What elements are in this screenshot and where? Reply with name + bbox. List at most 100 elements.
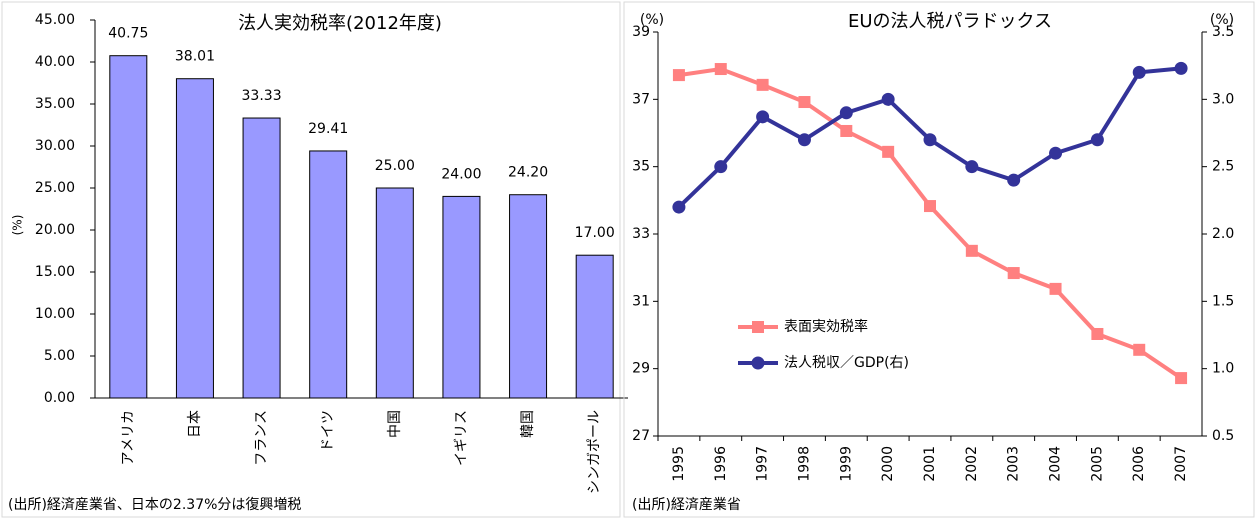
value-label: 33.33 [242, 88, 282, 104]
y-tick-label: 0.00 [44, 390, 75, 406]
marker [1174, 61, 1188, 75]
y-tick-label: 29 [632, 361, 650, 377]
x-tick-label: 2004 [1048, 446, 1064, 482]
value-label: 24.20 [508, 165, 548, 181]
bar [175, 78, 214, 399]
marker [798, 96, 811, 109]
x-tick-label: 2001 [922, 446, 938, 482]
value-label: 38.01 [175, 49, 215, 65]
x-tick-label: 1997 [755, 446, 771, 482]
x-tick-label: フランス [254, 410, 270, 466]
marker [965, 160, 979, 174]
y-axis-label: (%) [11, 215, 25, 236]
marker [839, 106, 853, 120]
x-tick-label: イギリス [453, 410, 469, 466]
marker [965, 244, 978, 257]
x-tick-label: シンガポール [587, 410, 603, 494]
value-label: 17.00 [575, 225, 615, 241]
value-label: 40.75 [108, 26, 148, 42]
bar [109, 55, 148, 399]
marker [1007, 267, 1020, 280]
y2-tick-label: 3.0 [1212, 91, 1234, 107]
value-label: 29.41 [308, 121, 348, 137]
marker [797, 133, 811, 147]
y-tick-label: 20.00 [35, 222, 75, 238]
marker [714, 63, 727, 76]
x-tick-label: 2000 [880, 446, 896, 482]
chart-frame [623, 1, 1255, 518]
chart-title: EUの法人税パラドックス [848, 11, 1052, 32]
y2-tick-label: 2.5 [1212, 159, 1234, 175]
bar [509, 194, 548, 399]
source-note: (出所)経済産業省 [632, 497, 741, 513]
x-tick-label: 2002 [964, 446, 980, 482]
marker [924, 200, 936, 213]
y-tick-label: 35.00 [35, 96, 75, 112]
value-label: 25.00 [375, 158, 415, 174]
y2-tick-label: 2.0 [1212, 226, 1234, 242]
marker [1049, 146, 1063, 160]
legend-label: 表面実効税率 [784, 318, 868, 335]
y-tick-label: 45.00 [35, 12, 75, 28]
y-tick-label: 37 [632, 91, 650, 107]
x-tick-label: 日本 [187, 410, 203, 438]
legend-marker [752, 321, 764, 333]
bar [375, 187, 414, 399]
y2-tick-label: 1.5 [1212, 293, 1234, 309]
x-tick-label: 中国 [387, 410, 403, 438]
y-tick-label: 27 [632, 428, 650, 444]
y-tick-label: 31 [632, 293, 650, 309]
legend-label: 法人税収／GDP(右) [784, 355, 909, 371]
y-tick-label: 5.00 [44, 348, 75, 364]
marker [714, 160, 728, 174]
x-tick-label: アメリカ [120, 410, 136, 465]
y2-axis-label: (%) [1210, 12, 1234, 28]
marker [1090, 133, 1104, 147]
marker [882, 145, 895, 158]
marker [1132, 65, 1146, 79]
y2-tick-label: 3.5 [1212, 24, 1234, 40]
bar [242, 117, 281, 399]
marker [756, 78, 769, 91]
marker [1133, 343, 1146, 356]
marker [1049, 282, 1062, 295]
marker [881, 92, 895, 106]
x-tick-label: 1996 [713, 446, 729, 482]
x-tick-label: ドイツ [320, 410, 336, 452]
bar [309, 150, 348, 399]
y-tick-label: 10.00 [35, 306, 75, 322]
x-tick-label: 2006 [1131, 446, 1147, 482]
y2-tick-label: 1.0 [1212, 361, 1234, 377]
bar [442, 195, 481, 399]
x-tick-label: 韓国 [520, 410, 536, 438]
chart-title: 法人実効税率(2012年度) [238, 13, 442, 34]
x-tick-label: 2007 [1173, 446, 1189, 482]
source-note: (出所)経済産業省、日本の2.37%分は復興増税 [8, 496, 301, 513]
x-tick-label: 1998 [796, 446, 812, 482]
y-tick-label: 25.00 [35, 180, 75, 196]
value-label: 24.00 [441, 166, 481, 182]
y-tick-label: 30.00 [35, 138, 75, 154]
legend-marker [751, 356, 765, 370]
marker [923, 133, 937, 147]
y-tick-label: 39 [632, 24, 650, 40]
marker [1007, 173, 1021, 187]
y-tick-label: 40.00 [35, 54, 75, 70]
marker [756, 110, 770, 124]
marker [1091, 327, 1104, 340]
chart-frame [1, 1, 621, 518]
y-axis-label: (%) [640, 12, 664, 28]
marker [672, 200, 686, 214]
marker [1175, 372, 1188, 385]
y-tick-label: 15.00 [35, 264, 75, 280]
x-tick-label: 2005 [1089, 446, 1105, 482]
x-tick-label: 1995 [671, 446, 687, 482]
marker [672, 69, 685, 82]
y-tick-label: 35 [632, 159, 650, 175]
y-tick-label: 33 [632, 226, 650, 242]
x-tick-label: 1999 [838, 446, 854, 482]
y2-tick-label: 0.5 [1212, 428, 1234, 444]
marker [840, 124, 853, 137]
